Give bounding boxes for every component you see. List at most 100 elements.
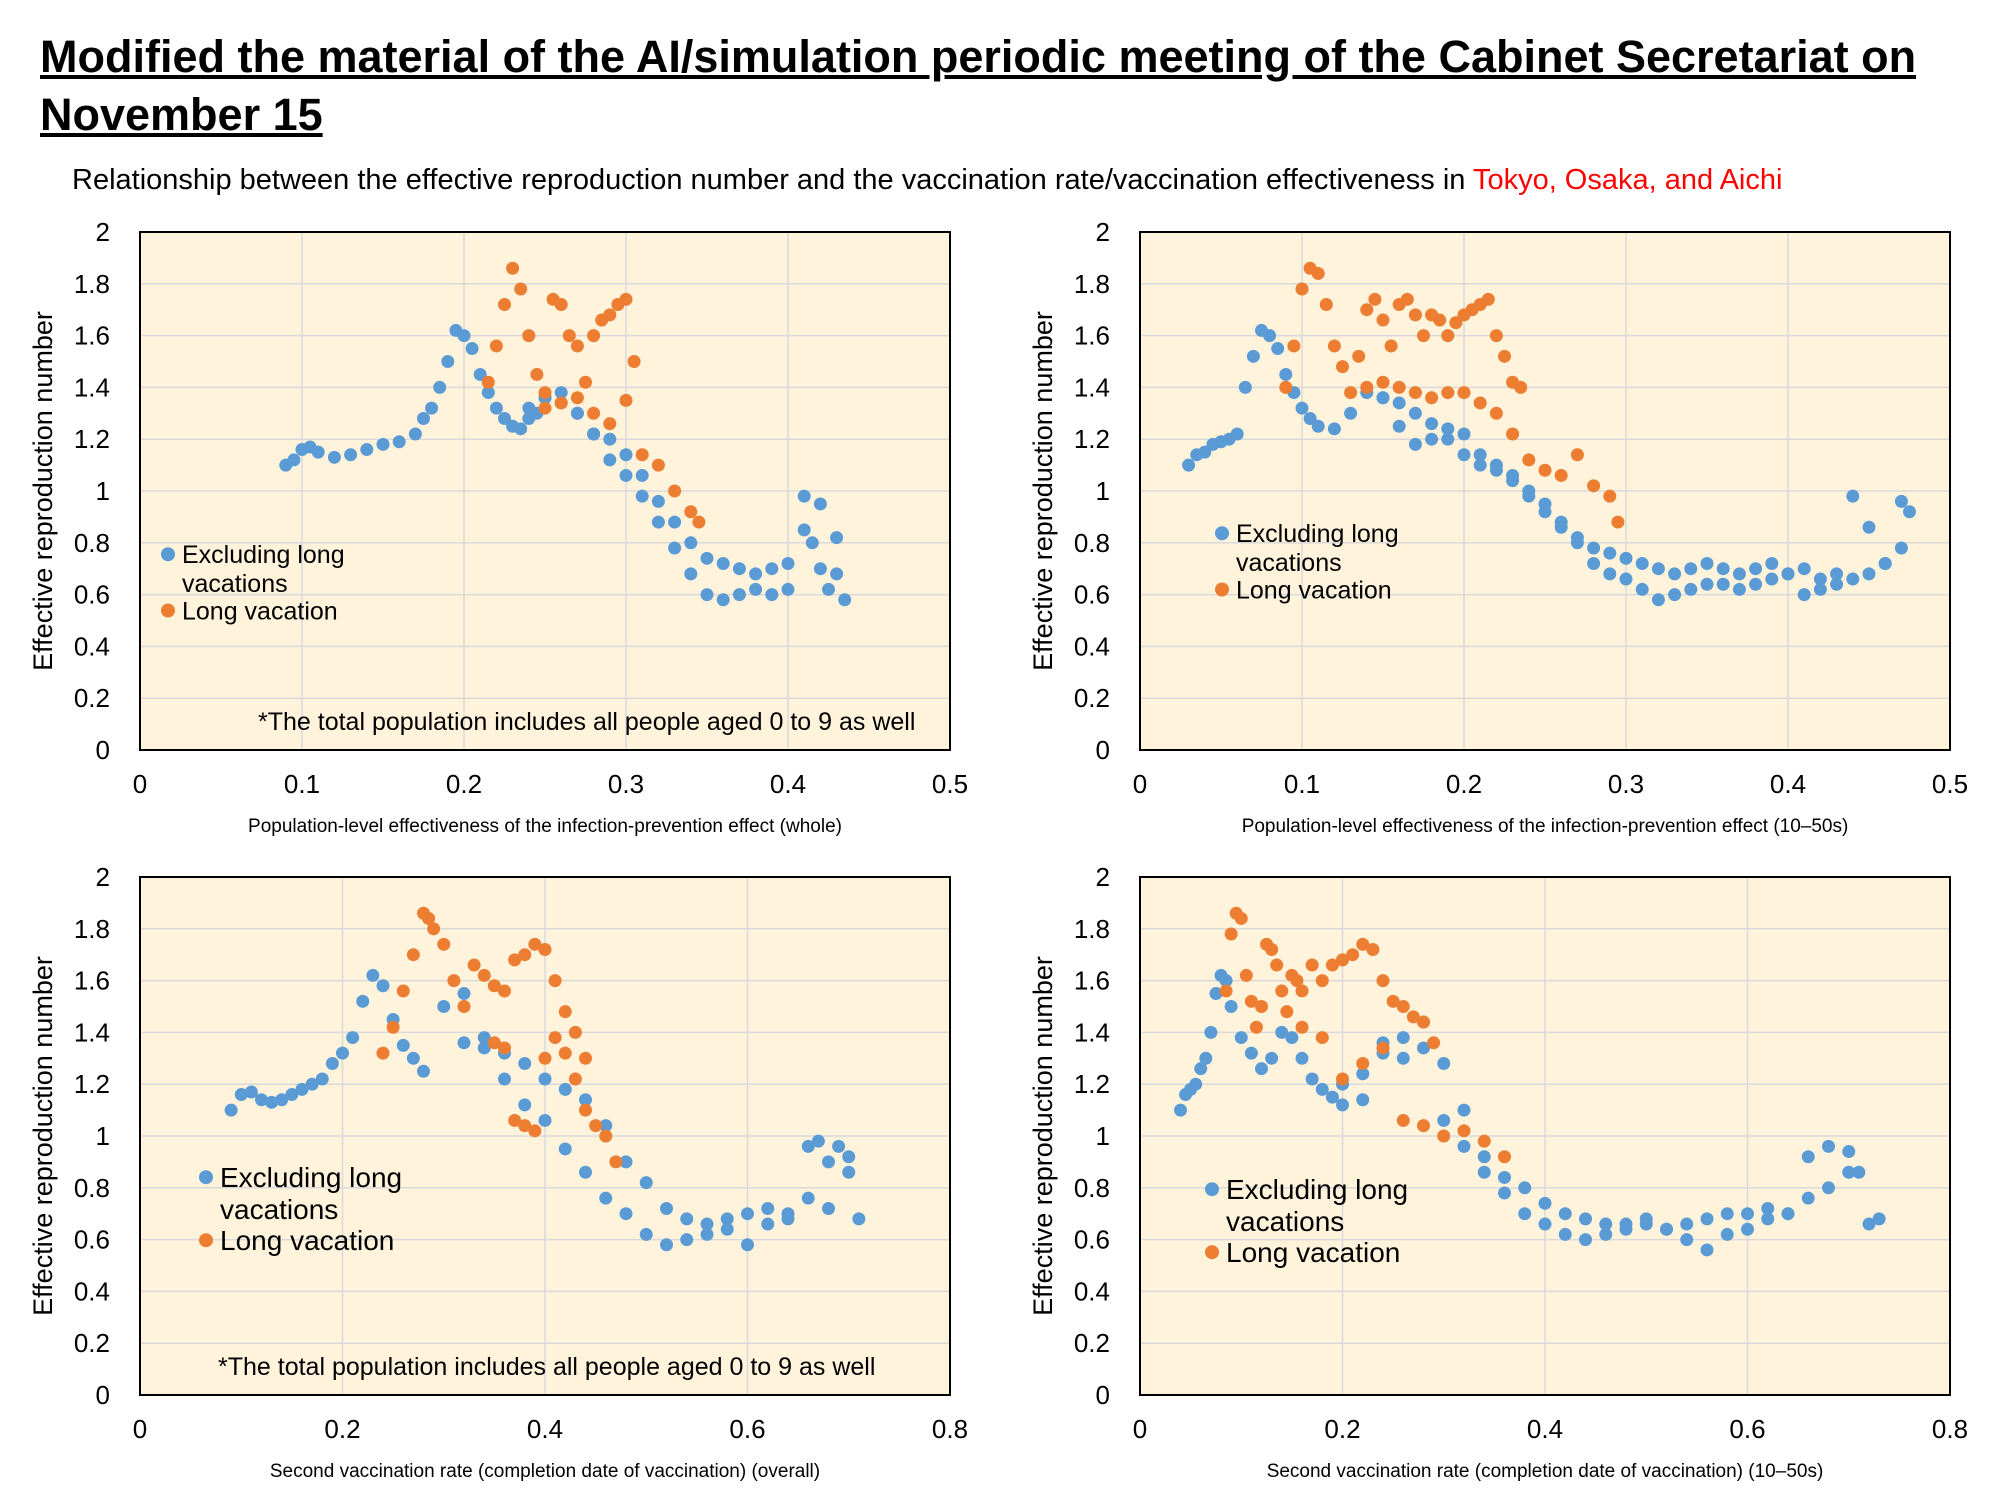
data-point [1761,1202,1775,1216]
y-axis-title: Effective reproduction number [28,956,58,1316]
data-point [1319,298,1333,312]
data-point [1174,1103,1187,1117]
data-point [1781,1207,1795,1221]
data-point [506,261,520,275]
legend-label-excluding: Excluding long vacations [1236,520,1399,577]
data-point [1408,308,1422,322]
y-tick-label: 1.4 [1074,372,1110,402]
data-point [1255,1062,1268,1076]
data-point [1872,1212,1886,1226]
data-point [1700,577,1714,591]
data-point [498,298,511,312]
data-point [366,968,380,982]
data-point [668,541,682,555]
data-point [684,536,698,550]
data-point [1238,380,1252,394]
data-point [1457,1124,1471,1138]
y-tick-label: 1.2 [1074,424,1110,454]
data-point [538,386,552,400]
chart-footnote: *The total population includes all peopl… [258,708,915,736]
data-point [842,1150,856,1164]
data-point [417,411,430,425]
data-point [1538,463,1552,477]
data-point [1822,1139,1835,1153]
data-point [1587,557,1601,571]
data-point [376,437,390,451]
y-tick-label: 1 [96,1121,110,1151]
data-point [1498,1150,1511,1164]
y-axis-title: Effective reproduction number [28,311,58,671]
data-point [1522,453,1536,467]
data-point [1437,1056,1451,1070]
data-point [522,329,536,343]
chart-panel-2: 0 0.2 0.4 0.6 0.8 1 1.2 1.4 1.6 1.8 2 0 0.1 0.2 0.3 0.4… [1028,217,1968,837]
data-point [275,1093,289,1107]
legend-label-long-vacation: Long vacation [220,1225,394,1256]
data-point [639,1227,653,1241]
y-tick-label: 1.4 [74,1017,110,1047]
y-tick-label: 0.6 [74,1225,110,1255]
data-point [1376,375,1390,389]
data-point [1903,505,1916,519]
data-point [425,401,439,415]
data-point [433,380,447,394]
data-point [1417,1119,1430,1133]
data-point [797,489,811,503]
data-point [1579,1233,1592,1247]
data-point [801,1191,815,1205]
y-tick-label: 0.8 [1074,1173,1110,1203]
data-point [457,1000,471,1013]
data-point [467,958,481,972]
data-point [619,468,633,482]
y-tick-label: 0.6 [1074,1225,1110,1255]
data-point [487,979,501,993]
data-point [518,1098,532,1112]
data-point [1356,1067,1370,1081]
data-point [427,922,441,936]
series-excluding-long-vacations [1174,968,1886,1257]
x-tick-label: 0.3 [1608,769,1644,799]
data-point [1619,551,1633,565]
data-point [1204,1025,1218,1039]
data-point [1249,1020,1263,1034]
data-point [1303,411,1317,425]
data-point [473,367,487,381]
data-point [579,1051,592,1065]
data-point [1425,432,1439,446]
data-point [1801,1191,1815,1205]
data-point [1182,458,1196,472]
data-point [1489,329,1503,343]
data-point [498,1041,511,1055]
data-point [1437,1113,1451,1127]
data-point [619,448,633,462]
data-point [1878,557,1892,571]
data-point [1219,984,1233,998]
y-tick-label: 1 [1096,1121,1110,1151]
chart-panel-3: 0 0.2 0.4 0.6 0.8 1 1.2 1.4 1.6 1.8 2 0 0.2 0.4 0.6 0.8… [28,862,968,1482]
data-point [570,391,584,405]
data-point [1315,974,1329,988]
data-point [1603,567,1617,581]
data-point [1376,1041,1390,1055]
data-point [1327,422,1341,436]
data-point [1538,1217,1552,1231]
y-tick-label: 0.8 [1074,528,1110,558]
data-point [568,1025,582,1039]
data-point [1457,448,1471,462]
data-point [1797,588,1811,602]
data-point [1255,1000,1268,1013]
plot-border [1139,876,1951,1396]
data-point [1285,1031,1299,1045]
data-point [1392,419,1406,433]
data-point [477,1041,491,1055]
data-point [265,1095,279,1109]
data-point [1305,958,1319,972]
y-tick-label: 1.2 [74,424,110,454]
y-tick-label: 0.2 [74,683,110,713]
data-point [1408,406,1422,420]
data-point [481,386,495,400]
y-tick-label: 1.4 [74,372,110,402]
data-point [1400,292,1414,306]
data-point [1194,1062,1208,1076]
